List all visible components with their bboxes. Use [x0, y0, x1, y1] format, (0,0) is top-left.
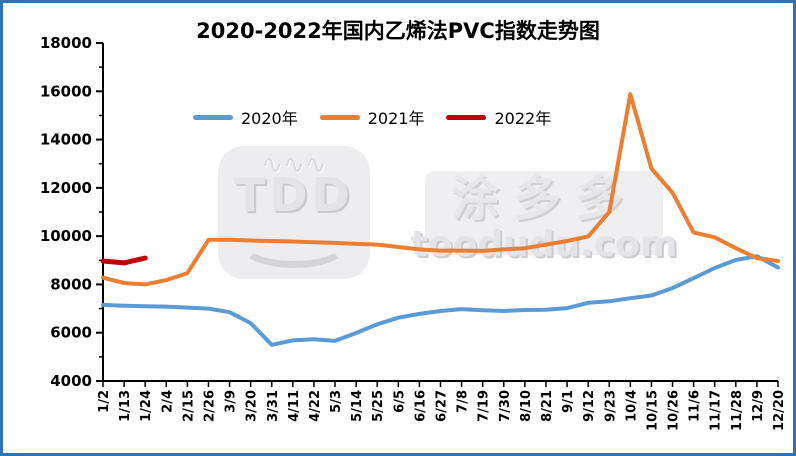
- y-axis-label: 14000: [40, 131, 92, 149]
- x-axis-label: 11/6: [688, 390, 703, 422]
- x-axis-label: 1/2: [97, 390, 112, 413]
- series-line-2021年: [101, 92, 780, 287]
- x-axis-label: 2/26: [202, 390, 217, 422]
- watermark-brand-cn: 涂多多: [450, 171, 637, 227]
- legend-line-swatch-2020: [193, 114, 233, 120]
- y-axis-label: 16000: [40, 82, 92, 100]
- legend-item-2022: 2022年: [446, 105, 551, 129]
- x-axis-label: 7/30: [498, 390, 513, 422]
- plot-area: 4000 6000 8000 10000 12000 14000 16000 18000 1/2…: [40, 34, 787, 431]
- x-axis-label: 4/22: [308, 390, 323, 422]
- x-axis-label: 1/13: [118, 390, 133, 422]
- watermark-logo-text: TDD: [234, 167, 354, 222]
- x-axis-label: 5/25: [371, 390, 386, 422]
- x-axis-label: 8/21: [540, 390, 555, 422]
- series-line-2020年: [101, 254, 780, 347]
- watermark-toodudu: 涂多多 toodudu.com: [411, 171, 677, 263]
- x-axis-label: 11/28: [730, 390, 745, 431]
- legend-line-swatch-2022: [446, 114, 487, 120]
- chart-title: 2020-2022年国内乙烯法PVC指数走势图: [196, 19, 600, 43]
- y-axis-label: 12000: [40, 179, 92, 197]
- x-axis-label: 1/24: [139, 390, 154, 422]
- x-axis-label: 6/16: [413, 390, 428, 422]
- x-axis-label: 6/5: [392, 390, 407, 413]
- x-axis-label: 3/9: [224, 390, 239, 413]
- x-axis-label: 10/4: [624, 390, 639, 422]
- x-axis-label: 9/23: [603, 390, 618, 422]
- x-axis-label: 11/17: [709, 390, 724, 431]
- legend-line-swatch-2021: [319, 114, 360, 120]
- x-axis-label: 6/27: [435, 390, 450, 422]
- legend-item-2020: 2020年: [193, 105, 298, 129]
- y-axis-label: 4000: [50, 372, 92, 390]
- legend-item-2021: 2021年: [319, 105, 425, 129]
- x-axis-label: 2/15: [181, 390, 196, 422]
- legend-label-2021: 2021年: [367, 109, 425, 128]
- x-axis-label: 2/4: [160, 390, 175, 413]
- x-axis-label: 5/3: [329, 390, 344, 413]
- x-axis-label: 7/8: [456, 390, 471, 413]
- x-axis-label: 3/20: [245, 390, 260, 422]
- x-axis-label: 9/1: [561, 390, 576, 413]
- x-axis-label: 10/26: [667, 390, 682, 431]
- y-axis-label: 6000: [50, 324, 92, 342]
- x-axis-label: 9/12: [582, 390, 597, 422]
- x-axis-label: 5/14: [350, 390, 365, 422]
- watermark-tdd-logo: ∿∿∿ TDD: [218, 146, 370, 279]
- y-axis-label: 10000: [40, 227, 92, 245]
- x-axis-label: 12/20: [772, 390, 787, 431]
- y-axis-label: 18000: [40, 34, 92, 52]
- legend-label-2022: 2022年: [494, 109, 552, 128]
- x-axis-label: 4/11: [287, 390, 302, 422]
- x-axis-label: 3/31: [266, 390, 281, 422]
- y-axis-label: 8000: [50, 275, 92, 293]
- x-axis-label: 7/19: [477, 390, 492, 422]
- x-axis-label: 8/10: [519, 390, 534, 422]
- watermark-smile-arc: [239, 220, 349, 268]
- series-line-2022年: [100, 255, 148, 266]
- legend-label-2020: 2020年: [241, 109, 298, 128]
- chart-legend: 2020年 2021年 2022年: [193, 105, 551, 129]
- x-axis-label: 12/9: [751, 390, 766, 422]
- x-axis-label: 10/15: [645, 390, 660, 431]
